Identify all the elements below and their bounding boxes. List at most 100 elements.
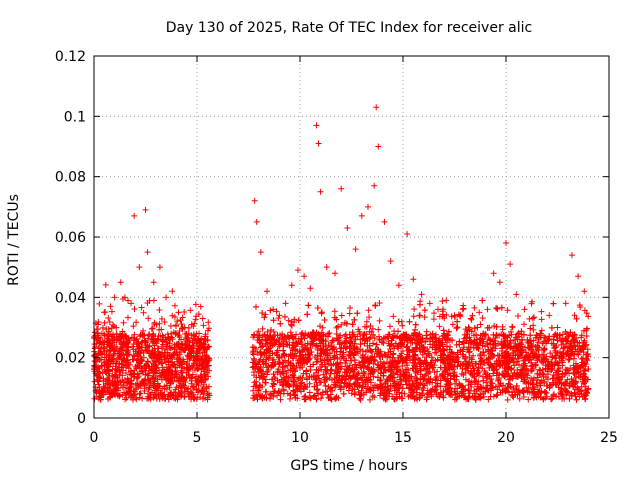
roti-point: [171, 302, 178, 309]
roti-point: [369, 325, 376, 332]
roti-point: [117, 368, 124, 375]
x-tick-label: 15: [394, 430, 412, 446]
roti-point: [535, 339, 542, 346]
roti-point: [142, 344, 149, 351]
roti-point: [146, 331, 153, 338]
roti-point: [113, 324, 120, 331]
roti-point: [137, 332, 144, 339]
roti-point: [134, 348, 141, 355]
roti-point: [129, 343, 136, 350]
roti-point: [174, 331, 181, 338]
roti-point: [250, 387, 257, 394]
roti-point: [144, 358, 151, 365]
roti-point: [178, 321, 185, 328]
roti-point: [493, 392, 500, 399]
roti-point: [144, 335, 151, 342]
roti-point: [155, 336, 162, 343]
roti-point: [107, 393, 114, 400]
roti-point: [106, 318, 113, 325]
roti-point: [430, 316, 437, 323]
roti-point: [306, 394, 313, 401]
roti-point: [161, 350, 168, 357]
roti-point: [119, 372, 126, 379]
roti-point: [163, 339, 170, 346]
roti-point: [518, 337, 525, 344]
roti-point: [399, 322, 406, 329]
roti-point: [550, 392, 557, 399]
roti-point: [136, 359, 143, 366]
roti-point: [355, 388, 362, 395]
roti-point: [205, 343, 212, 350]
roti-point: [386, 323, 393, 330]
roti-point: [376, 317, 383, 324]
roti-point: [365, 307, 372, 314]
roti-point: [95, 381, 102, 388]
roti-point: [201, 348, 208, 355]
roti-point: [184, 336, 191, 343]
roti-point: [277, 396, 284, 403]
roti-point: [169, 368, 176, 375]
roti-point: [377, 358, 384, 365]
y-tick-label: 0.12: [55, 49, 86, 65]
roti-point: [149, 389, 156, 396]
roti-point: [481, 367, 488, 374]
roti-point: [274, 392, 281, 399]
roti-point: [195, 346, 202, 353]
chart-title: Day 130 of 2025, Rate Of TEC Index for r…: [166, 20, 532, 36]
roti-point: [184, 335, 191, 342]
roti-point: [106, 341, 113, 348]
roti-point: [199, 376, 206, 383]
roti-point: [189, 347, 196, 354]
roti-point: [138, 331, 145, 338]
roti-point: [121, 389, 128, 396]
roti-point: [306, 380, 313, 387]
roti-point: [154, 380, 161, 387]
roti-point: [199, 315, 206, 322]
roti-point: [421, 314, 428, 321]
roti-point: [186, 352, 193, 359]
roti-point: [585, 313, 592, 320]
roti-point: [525, 396, 532, 403]
roti-point: [566, 370, 573, 377]
roti-point: [494, 377, 501, 384]
roti-point: [529, 298, 536, 305]
roti-point: [123, 384, 130, 391]
roti-point: [486, 336, 493, 343]
roti-point: [504, 307, 511, 314]
roti-point: [172, 389, 179, 396]
roti-point: [460, 344, 467, 351]
roti-point: [164, 331, 171, 338]
roti-point: [123, 362, 130, 369]
roti-point: [132, 337, 139, 344]
x-tick-label: 25: [600, 430, 618, 446]
roti-point: [146, 376, 153, 383]
roti-point: [145, 315, 152, 322]
roti-point: [101, 319, 108, 326]
roti-point: [110, 387, 117, 394]
roti-point: [453, 395, 460, 402]
roti-point: [205, 383, 212, 390]
roti-point: [105, 315, 112, 322]
roti-point: [468, 316, 475, 323]
roti-point: [563, 366, 570, 373]
roti-point: [185, 393, 192, 400]
roti-point: [410, 313, 417, 320]
roti-point: [200, 322, 207, 329]
roti-point: [299, 329, 306, 336]
roti-point: [188, 347, 195, 354]
roti-point: [372, 357, 379, 364]
roti-point: [102, 281, 109, 288]
roti-point: [262, 388, 269, 395]
roti-point: [124, 340, 131, 347]
roti-point: [133, 335, 140, 342]
roti-point: [128, 334, 135, 341]
roti-point: [163, 382, 170, 389]
roti-point: [376, 299, 383, 306]
roti-point: [121, 331, 128, 338]
roti-point: [181, 308, 188, 315]
roti-point: [160, 368, 167, 375]
roti-point: [96, 350, 103, 357]
roti-point: [148, 325, 155, 332]
roti-point: [174, 392, 181, 399]
x-tick-label: 20: [497, 430, 515, 446]
